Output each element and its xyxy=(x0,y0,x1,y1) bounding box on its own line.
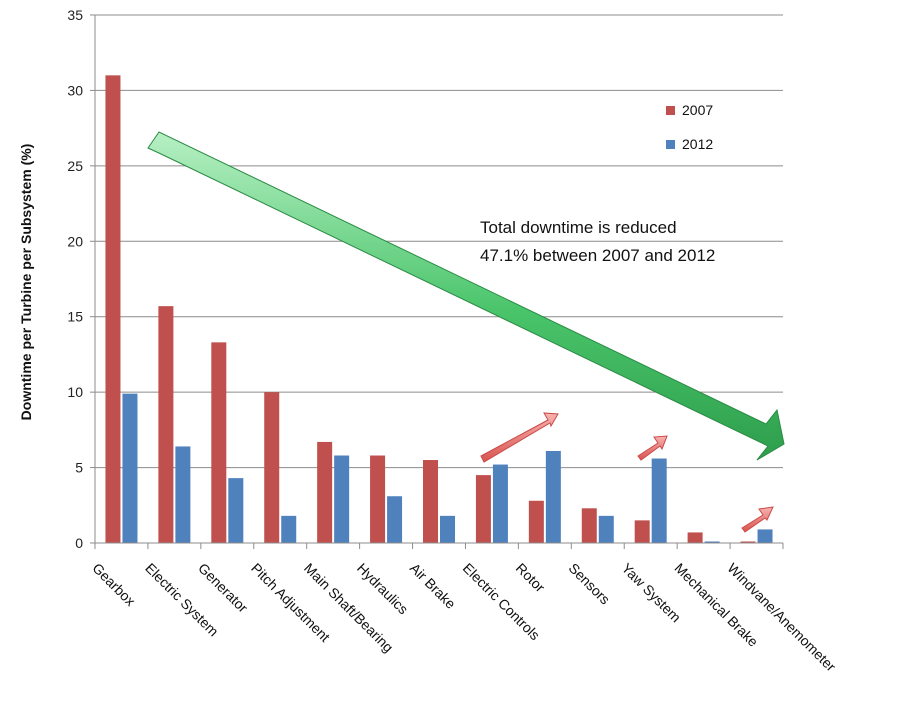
x-category-label: Generator xyxy=(195,560,251,616)
bar-2007-windvane-anemometer xyxy=(740,541,756,543)
x-category-label: Gearbox xyxy=(89,560,138,609)
y-tick-label: 30 xyxy=(67,82,83,98)
bar-2012-air-brake xyxy=(440,515,455,543)
bar-2007-main-shaft-bearing xyxy=(317,441,333,543)
y-tick-label: 0 xyxy=(75,535,83,551)
legend-swatch-2007 xyxy=(666,106,675,115)
y-axis-label: Downtime per Turbine per Subsystem (%) xyxy=(18,144,34,421)
y-axis-ticks: 0 5 10 15 20 25 30 35 xyxy=(67,7,96,551)
x-category-label: Rotor xyxy=(513,560,549,596)
bar-2007-air-brake xyxy=(423,460,438,543)
bar-2007-mechanical-brake xyxy=(687,532,703,543)
small-up-arrow-electric-controls xyxy=(480,412,559,463)
bar-2012-electric-system xyxy=(175,446,191,543)
bar-2007-gearbox xyxy=(105,75,121,543)
bar-2012-electric-controls xyxy=(492,464,508,543)
x-category-label: Main Shaft/Bearing xyxy=(301,560,397,656)
bar-2007-rotor xyxy=(528,500,544,543)
small-up-arrow-windvane xyxy=(741,506,774,533)
y-tick-label: 35 xyxy=(67,7,83,23)
bar-2007-electric-controls xyxy=(475,475,491,543)
bar-2012-main-shaft-bearing xyxy=(334,455,350,543)
bar-2007-yaw-system xyxy=(634,520,650,543)
bar-2012-generator xyxy=(228,478,244,543)
x-axis xyxy=(94,542,784,549)
bar-2007-electric-system xyxy=(158,306,174,543)
legend: 2007 2012 xyxy=(666,102,713,152)
bar-2012-mechanical-brake xyxy=(704,541,720,543)
x-category-label: Sensors xyxy=(566,560,614,608)
y-tick-label: 15 xyxy=(67,309,83,325)
bar-2012-yaw-system xyxy=(651,458,667,543)
bar-2007-sensors xyxy=(581,508,597,543)
legend-label-2012: 2012 xyxy=(682,136,713,152)
y-tick-label: 10 xyxy=(67,384,83,400)
annotation-text: Total downtime is reduced 47.1% between … xyxy=(480,218,715,265)
bar-2007-pitch-adjustment xyxy=(264,392,280,543)
legend-label-2007: 2007 xyxy=(682,102,713,118)
bar-2012-gearbox xyxy=(122,393,138,543)
y-tick-label: 5 xyxy=(75,460,83,476)
y-tick-label: 20 xyxy=(67,233,83,249)
big-trend-arrow xyxy=(147,131,785,461)
bar-2012-hydraulics xyxy=(387,496,403,543)
small-up-arrow-yaw-system xyxy=(637,435,668,461)
bar-2012-rotor xyxy=(545,450,561,543)
bar-2007-generator xyxy=(211,342,227,543)
annotation-line-2: 47.1% between 2007 and 2012 xyxy=(480,246,715,265)
y-tick-label: 25 xyxy=(67,158,83,174)
bar-2012-sensors xyxy=(598,515,614,543)
bar-2012-windvane-anemometer xyxy=(757,529,773,543)
bars xyxy=(105,75,773,543)
bar-2007-hydraulics xyxy=(370,455,386,543)
annotation-line-1: Total downtime is reduced xyxy=(480,218,677,237)
legend-swatch-2012 xyxy=(666,140,675,149)
x-category-label: Air Brake xyxy=(407,560,459,612)
bar-2012-pitch-adjustment xyxy=(281,515,297,543)
